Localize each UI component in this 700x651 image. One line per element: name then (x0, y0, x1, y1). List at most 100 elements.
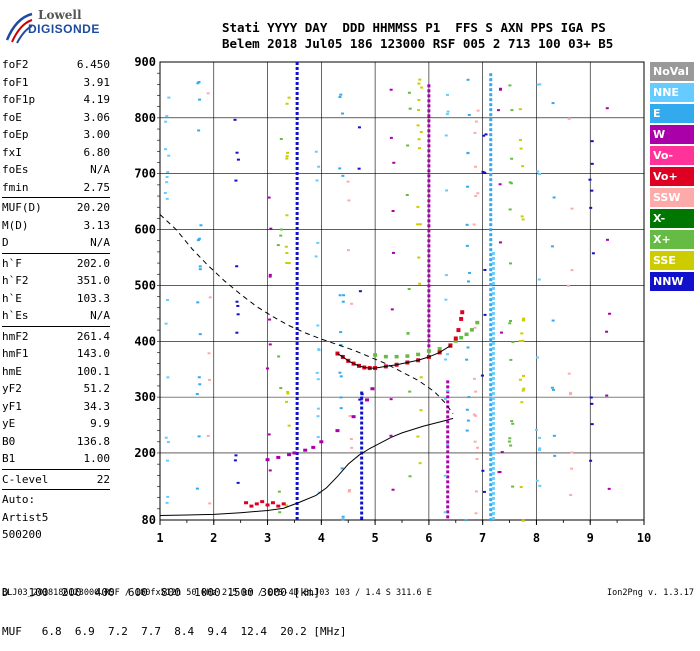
echo-point (510, 109, 514, 112)
echo-streak-segment (491, 506, 495, 510)
echo-point (443, 398, 447, 401)
echo-point (444, 298, 448, 301)
echo-streak-segment (295, 352, 299, 355)
echo-streak-segment (489, 183, 493, 187)
echo-point (535, 356, 539, 359)
param-separator (2, 197, 110, 198)
echo-point (419, 376, 423, 379)
o-trace-point (303, 448, 308, 452)
echo-point (418, 78, 422, 81)
echo-streak-segment (489, 303, 493, 307)
echo-point (196, 301, 200, 304)
o-trace-point (319, 440, 324, 444)
echo-streak-segment (295, 292, 299, 295)
echo-streak-segment (427, 274, 431, 278)
echo-point (287, 96, 291, 99)
echo-point (284, 245, 288, 248)
echo-streak-segment (295, 237, 299, 240)
file-info-footer: BLJ03_2018186123000.RSF / 180fx512h 50 k… (2, 588, 432, 598)
echo-streaks (295, 62, 495, 522)
echo-streak-segment (295, 362, 299, 365)
param-value: 51.2 (83, 382, 111, 395)
param-row-c-level: C-level 22 (2, 471, 110, 489)
echo-streak-segment (295, 137, 299, 140)
echo-point (552, 434, 556, 437)
param-value: 351.0 (76, 274, 110, 287)
echo-point (520, 215, 524, 218)
echo-point (474, 390, 478, 393)
echo-point (207, 352, 211, 355)
param-row-hme: hmE 100.1 (2, 363, 110, 381)
y-tick-label: 300 (134, 390, 156, 404)
echo-point (166, 298, 170, 301)
o-trace-point (265, 458, 270, 462)
echo-streak-segment (360, 406, 364, 410)
echo-point (268, 273, 272, 276)
echo-point (508, 181, 512, 184)
x-tick-label: 4 (318, 531, 325, 545)
param-value: 103.3 (76, 291, 110, 305)
echo-streak-segment (427, 224, 431, 228)
muf-frequency-value: 7.7 (141, 625, 161, 638)
echo-point (467, 280, 471, 283)
echo-streak-segment (491, 311, 495, 315)
o-trace-point (287, 453, 292, 457)
echo-point (589, 206, 593, 209)
echo-streak-segment (295, 262, 299, 265)
echo-streak-segment (489, 293, 493, 297)
echo-streak-segment (427, 269, 431, 273)
x-trace-point (426, 349, 431, 353)
echo-streak-segment (489, 283, 493, 287)
echo-point (316, 241, 320, 244)
echo-streak-segment (295, 482, 299, 485)
param-value: 20.20 (76, 201, 110, 214)
param-value: 6.80 (83, 145, 111, 159)
legend-item-ssw: SSW (650, 188, 694, 207)
echo-streak-segment (446, 380, 450, 384)
muf-frequency-value: 8.4 (174, 625, 195, 638)
echo-streak-segment (489, 338, 493, 342)
echo-point (509, 358, 513, 361)
param-separator (2, 252, 110, 254)
echo-streak-segment (491, 251, 495, 255)
echo-streak-segment (489, 128, 493, 132)
echo-point (166, 441, 170, 444)
echo-point (473, 414, 477, 417)
echo-point (317, 349, 321, 352)
echo-streak-segment (427, 289, 431, 293)
echo-point (519, 486, 523, 489)
param-value: 202.0 (76, 256, 110, 270)
echo-streak-segment (295, 382, 299, 385)
param-value: N/A (90, 163, 110, 176)
echo-point (483, 268, 487, 271)
echo-streak-segment (295, 122, 299, 125)
echo-point (165, 181, 169, 184)
echo-point (166, 171, 170, 174)
echo-point (444, 274, 448, 277)
echo-point (279, 234, 283, 237)
echo-streak-segment (446, 385, 450, 389)
echo-streak-segment (295, 302, 299, 305)
echo-point (534, 428, 538, 431)
echo-streak-segment (491, 286, 495, 290)
echo-point (166, 376, 170, 379)
echo-streak-segment (446, 445, 450, 449)
muf-distance-value: 400 (94, 586, 115, 599)
echo-streak-segment (491, 386, 495, 390)
echo-streak-segment (491, 276, 495, 280)
echo-streak-segment (489, 328, 493, 332)
echo-point (166, 495, 170, 498)
legend-item-w: W (650, 125, 694, 144)
echo-streak-segment (360, 426, 364, 430)
echo-point (484, 133, 488, 136)
echo-point (391, 488, 395, 491)
echo-streak-segment (491, 291, 495, 295)
echo-streak-segment (427, 194, 431, 198)
echo-streak-segment (295, 417, 299, 420)
echo-streak-segment (491, 351, 495, 355)
echo-streak-segment (491, 321, 495, 325)
echo-point (419, 409, 423, 412)
param-row-b1: B1 1.00 (2, 450, 110, 468)
param-key: foE (2, 110, 22, 124)
echo-point (276, 244, 280, 247)
